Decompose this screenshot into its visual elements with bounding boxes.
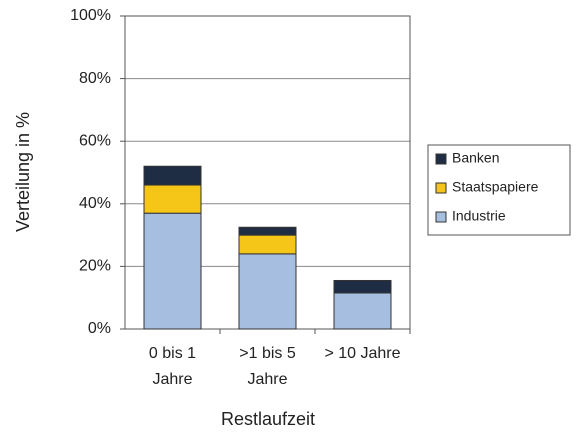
bar-segment — [333, 292, 392, 330]
y-tick-label: 40% — [79, 195, 111, 212]
bar-segment — [143, 212, 202, 330]
legend-label: Staatspapiere — [452, 179, 539, 195]
bar-segment — [143, 165, 202, 186]
x-tick-label: > 10 Jahre — [324, 345, 401, 362]
legend-swatch — [435, 153, 447, 165]
x-tick-label: >1 bis 5 Jahre — [239, 345, 296, 388]
bar-segment — [238, 253, 297, 330]
legend-box — [427, 144, 571, 236]
y-tick-label: 0% — [88, 320, 111, 337]
legend-swatch — [435, 182, 447, 194]
legend-label: Industrie — [452, 208, 506, 224]
y-tick-label: 20% — [79, 258, 111, 275]
y-tick-label: 60% — [79, 132, 111, 149]
x-axis-label: Restlaufzeit — [221, 409, 315, 429]
bar-segment — [143, 184, 202, 214]
x-tick-label: 0 bis 1 Jahre — [148, 345, 197, 388]
bar-segment — [238, 226, 297, 236]
y-axis-label: Verteilung in % — [13, 112, 33, 232]
y-tick-label: 80% — [79, 70, 111, 87]
legend-swatch — [435, 211, 447, 223]
bar-segment — [238, 234, 297, 255]
y-tick-label: 100% — [70, 7, 111, 24]
bar-segment — [333, 279, 392, 294]
legend-label: Banken — [452, 150, 499, 166]
